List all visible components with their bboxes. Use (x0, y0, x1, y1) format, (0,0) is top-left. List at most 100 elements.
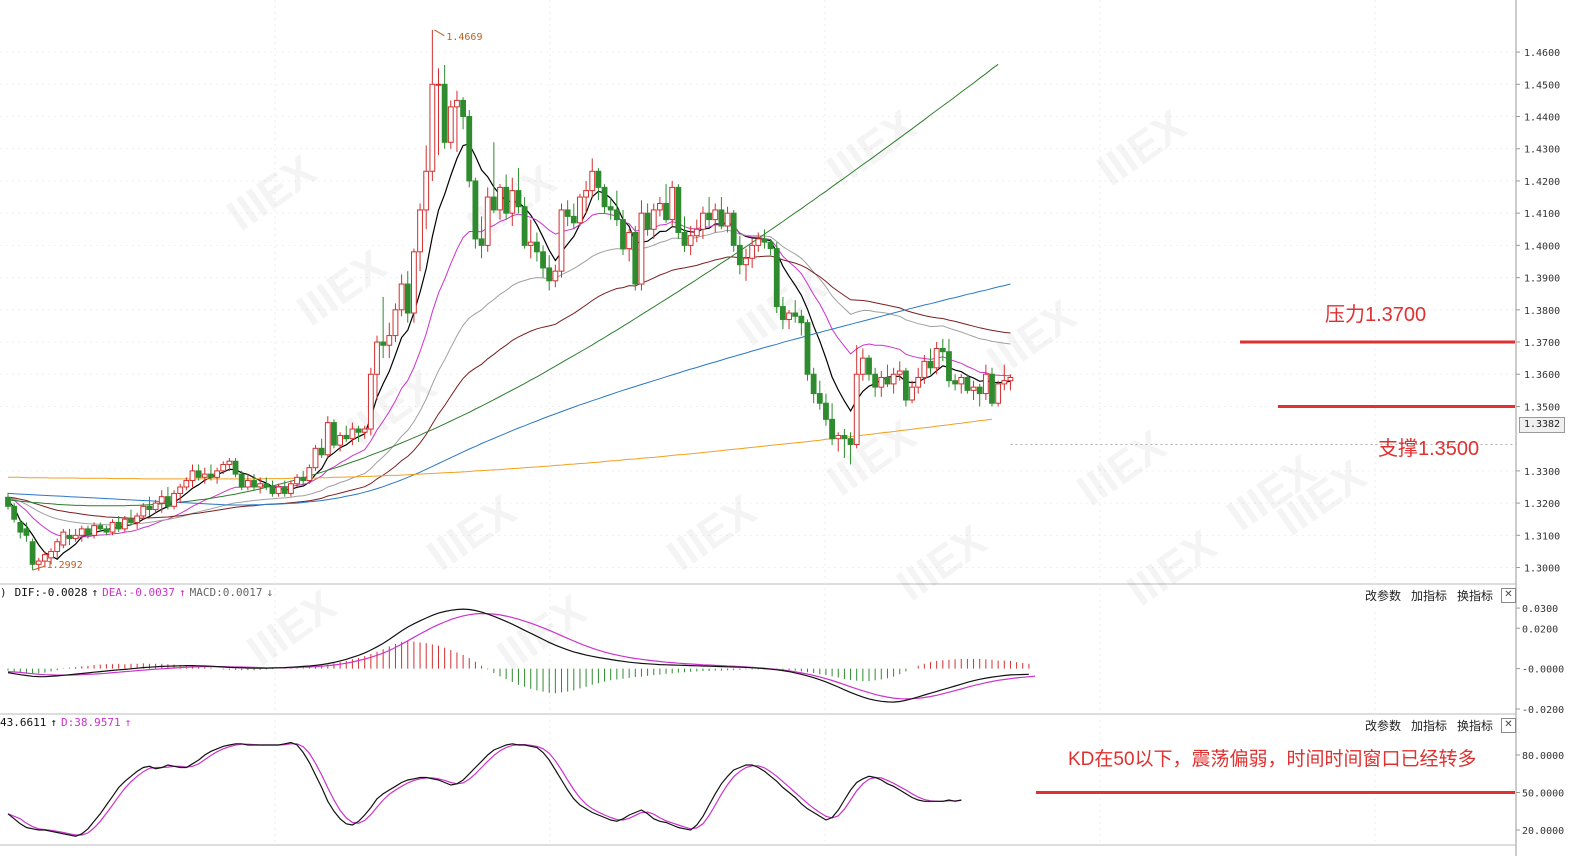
candle-body (435, 83, 442, 86)
candle-body (706, 212, 713, 221)
candle-body (392, 309, 399, 337)
candle-body (736, 244, 743, 266)
candle-body (497, 186, 503, 211)
y-tick-label: 1.4200 (1524, 177, 1560, 188)
candle-body (447, 106, 454, 143)
candle-body (601, 186, 608, 208)
candle-body (515, 190, 522, 208)
candle-body (165, 496, 171, 507)
candle-body (85, 528, 91, 536)
d-label: D:38.9571 (60, 716, 121, 729)
y-tick-label: 1.4600 (1524, 48, 1560, 59)
candle-body (798, 315, 805, 324)
y-tick-label: 1.3500 (1524, 402, 1560, 413)
candle-body (521, 206, 528, 246)
watermark: IIIEX (219, 146, 325, 241)
candle-body (620, 219, 626, 250)
candle-body (5, 496, 11, 507)
kd-tick-label: 80.0000 (1522, 751, 1564, 762)
candle-body (657, 202, 663, 211)
candle-body (183, 480, 190, 488)
candle-body (632, 231, 639, 285)
candle-body (60, 531, 67, 546)
macd-toolbar: 改参数 加指标 换指标 ✕ (1355, 586, 1516, 604)
candle-body (208, 473, 214, 478)
candle-body (275, 486, 282, 494)
candle-body (933, 347, 940, 369)
macd-edit-params-button[interactable]: 改参数 (1364, 588, 1401, 603)
candle-body (767, 241, 774, 250)
candle-body (23, 528, 30, 536)
candle-body (177, 486, 184, 494)
candle-body (398, 283, 405, 311)
kd-tick-label: 50.0000 (1522, 789, 1564, 800)
candle-body (54, 541, 61, 552)
kd-add-indicator-button[interactable]: 加指标 (1410, 718, 1447, 733)
kd-edit-params-button[interactable]: 改参数 (1364, 718, 1401, 733)
candle-body (257, 483, 264, 488)
candle-body (417, 209, 423, 253)
macd-switch-indicator-button[interactable]: 换指标 (1456, 588, 1493, 603)
watermark: IIIEX (289, 241, 395, 336)
arrow-up-icon: ↑ (124, 716, 132, 729)
candle-body (650, 209, 657, 230)
kd-switch-indicator-button[interactable]: 换指标 (1456, 718, 1493, 733)
support-annotation: 支撑1.3500 (1378, 438, 1480, 460)
y-tick-label: 1.4400 (1524, 113, 1560, 124)
candle-body (847, 438, 854, 445)
candle-body (115, 521, 122, 530)
candle-body (318, 447, 325, 456)
dif-line (7, 608, 1029, 703)
candle-body (17, 521, 24, 533)
candle-body (780, 306, 786, 320)
candle-body (509, 190, 516, 214)
dea-line (7, 612, 1036, 700)
candle-body (589, 170, 596, 192)
current-price-tag: 1.3382 (1519, 417, 1565, 433)
high-marker (434, 29, 445, 37)
candle-body (214, 470, 220, 478)
candle-body (712, 209, 719, 221)
candle-body (411, 251, 417, 314)
candle-body (103, 528, 110, 533)
macd-tick-label: -0.0200 (1522, 705, 1564, 716)
candle-body (982, 373, 989, 395)
candle-body (859, 357, 866, 375)
candle-body (890, 373, 897, 385)
watermark: IIIEX (659, 486, 765, 581)
candle-body (423, 170, 430, 211)
candle-body (349, 428, 356, 440)
candle-body (454, 99, 460, 108)
candle-body (939, 347, 946, 353)
candle-body (743, 257, 749, 266)
macd-tick-label: -0.0000 (1522, 665, 1564, 676)
candle-body (687, 235, 694, 246)
candle-body (915, 376, 922, 388)
close-icon[interactable]: ✕ (1501, 587, 1516, 603)
candle-body (841, 434, 848, 440)
candle-body (952, 380, 959, 385)
candle-body (626, 231, 633, 250)
candle-body (441, 83, 448, 143)
watermark: IIIEX (489, 586, 595, 681)
watermark: IIIEX (419, 486, 525, 581)
candle-body (490, 196, 497, 211)
close-icon[interactable]: ✕ (1501, 717, 1516, 733)
candle-body (380, 341, 387, 346)
candle-body (681, 231, 688, 246)
kd-indicator-label: 43.6611 ↑ D:38.9571 ↑ (0, 716, 135, 729)
y-tick-label: 1.3900 (1524, 274, 1560, 285)
candle-body (921, 360, 928, 378)
candle-body (109, 521, 116, 533)
dif-label: DIF:-0.0028 (14, 586, 88, 599)
candle-body (884, 376, 891, 385)
candle-body (404, 283, 411, 314)
candle-body (220, 463, 227, 472)
macd-add-indicator-button[interactable]: 加指标 (1410, 588, 1447, 603)
candle-body (823, 402, 829, 420)
candle-body (552, 270, 559, 282)
candle-body (816, 393, 823, 404)
candle-body (429, 83, 436, 172)
k-label: 43.6611 (0, 716, 47, 729)
